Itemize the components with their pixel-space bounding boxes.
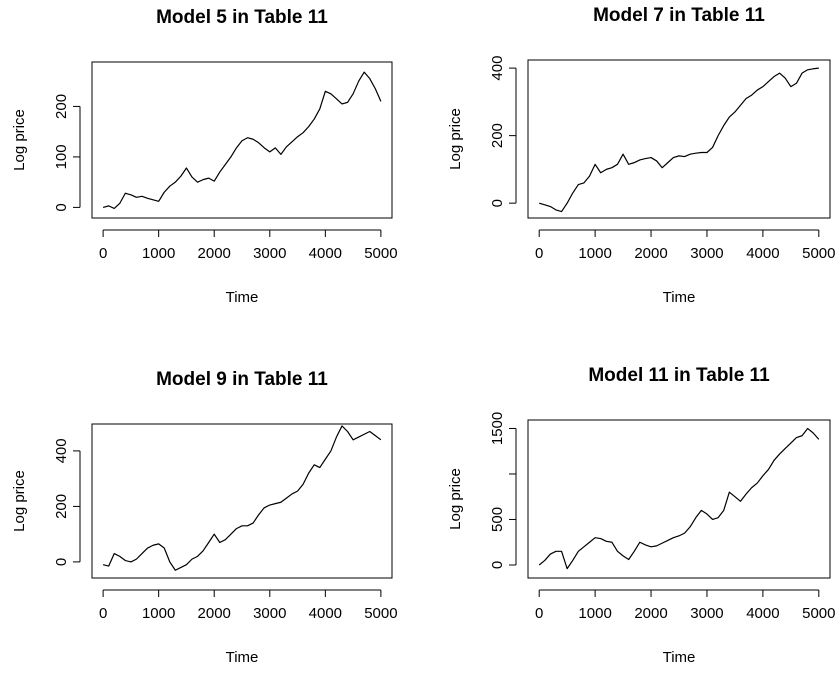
price-line bbox=[102, 425, 382, 571]
plot-box bbox=[527, 419, 831, 579]
y-tick-label: 500 bbox=[489, 507, 506, 532]
y-tick-label: 1500 bbox=[489, 412, 506, 445]
x-tick-label: 1000 bbox=[142, 245, 175, 262]
x-axis-label: Time bbox=[226, 649, 259, 666]
y-tick-label: 0 bbox=[489, 561, 506, 569]
price-line bbox=[539, 67, 819, 213]
x-axis-label: Time bbox=[663, 649, 696, 666]
x-tick-label: 1000 bbox=[142, 605, 175, 622]
x-tick-label: 5000 bbox=[364, 605, 397, 622]
x-tick-label: 2000 bbox=[634, 245, 667, 262]
chart-title: Model 7 in Table 11 bbox=[593, 5, 765, 26]
x-tick-label: 0 bbox=[99, 605, 107, 622]
y-axis-label: Log price bbox=[11, 470, 28, 532]
x-tick-label: 5000 bbox=[364, 245, 397, 262]
plot-box bbox=[91, 61, 393, 219]
x-tick-label: 4000 bbox=[746, 245, 779, 262]
y-tick-label: 400 bbox=[53, 438, 70, 463]
x-tick-label: 4000 bbox=[309, 245, 342, 262]
x-tick-label: 0 bbox=[535, 245, 543, 262]
y-tick-label: 200 bbox=[489, 123, 506, 148]
x-tick-label: 3000 bbox=[253, 605, 286, 622]
y-tick-label: 400 bbox=[489, 56, 506, 81]
price-line bbox=[538, 427, 820, 570]
y-tick-label: 100 bbox=[53, 144, 70, 169]
x-tick-label: 0 bbox=[99, 245, 107, 262]
x-tick-label: 4000 bbox=[746, 605, 779, 622]
chart-title: Model 5 in Table 11 bbox=[156, 7, 328, 28]
x-tick-label: 3000 bbox=[690, 245, 723, 262]
x-tick-label: 1000 bbox=[578, 245, 611, 262]
y-tick-label: 0 bbox=[489, 199, 506, 207]
x-tick-label: 0 bbox=[535, 605, 543, 622]
price-line bbox=[102, 71, 382, 210]
chart-title: Model 9 in Table 11 bbox=[156, 369, 328, 390]
y-axis-label: Log price bbox=[447, 108, 464, 170]
x-tick-label: 2000 bbox=[198, 605, 231, 622]
y-tick-label: 0 bbox=[53, 558, 70, 566]
y-axis-label: Log price bbox=[11, 109, 28, 171]
y-tick-label: 200 bbox=[53, 494, 70, 519]
x-tick-label: 5000 bbox=[802, 605, 835, 622]
y-tick-label: 200 bbox=[53, 94, 70, 119]
x-tick-label: 3000 bbox=[253, 245, 286, 262]
y-axis-label: Log price bbox=[447, 468, 464, 530]
x-axis-label: Time bbox=[226, 289, 259, 306]
x-tick-label: 2000 bbox=[634, 605, 667, 622]
x-tick-label: 3000 bbox=[690, 605, 723, 622]
x-tick-label: 1000 bbox=[578, 605, 611, 622]
plot-box bbox=[527, 59, 831, 219]
x-axis-label: Time bbox=[663, 289, 696, 306]
x-tick-label: 5000 bbox=[802, 245, 835, 262]
chart-title: Model 11 in Table 11 bbox=[588, 365, 770, 386]
plot-box bbox=[91, 423, 393, 579]
y-tick-label: 0 bbox=[53, 203, 70, 211]
x-tick-label: 2000 bbox=[198, 245, 231, 262]
x-tick-label: 4000 bbox=[309, 605, 342, 622]
